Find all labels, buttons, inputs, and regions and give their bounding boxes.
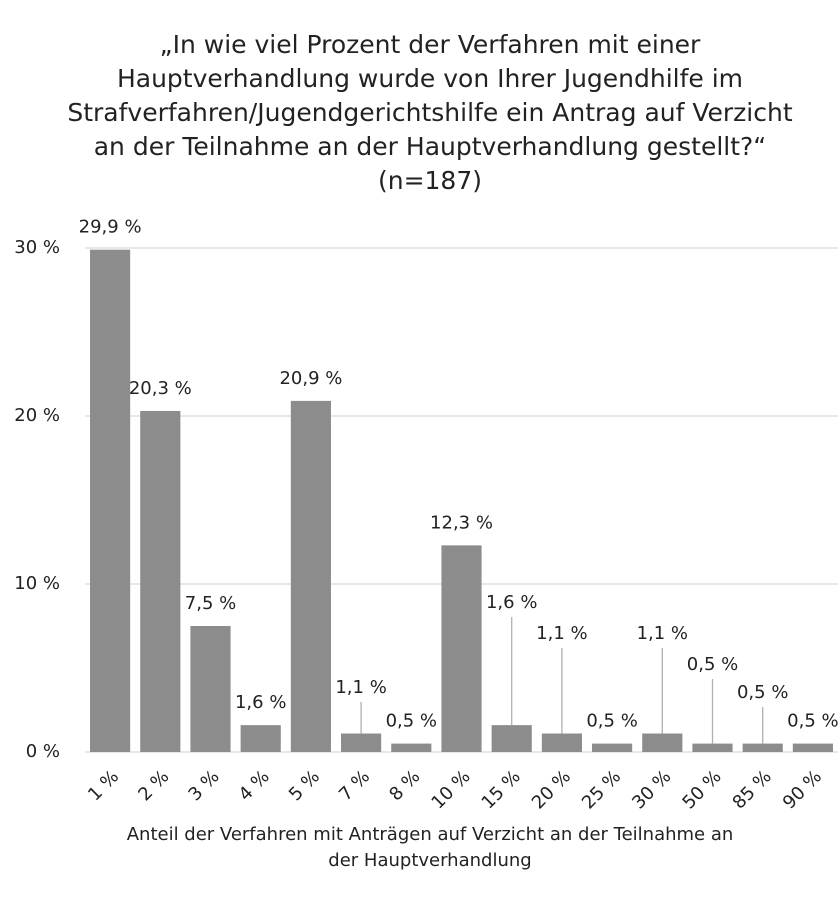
x-tick-label: 90 % — [779, 766, 826, 813]
data-label: 12,3 % — [430, 512, 493, 533]
x-tick-label: 3 % — [184, 766, 223, 805]
y-tick-label: 20 % — [14, 405, 60, 426]
x-tick-label: 10 % — [427, 766, 474, 813]
bar — [441, 545, 482, 752]
bar — [642, 733, 683, 752]
data-label: 0,5 % — [586, 711, 637, 732]
x-tick-label: 2 % — [134, 766, 173, 805]
data-label: 1,6 % — [486, 592, 537, 613]
data-label: 7,5 % — [185, 593, 236, 614]
data-label: 20,9 % — [279, 368, 342, 389]
x-tick-label: 8 % — [385, 766, 424, 805]
x-tick-label: 5 % — [285, 766, 324, 805]
x-tick-label: 25 % — [578, 766, 625, 813]
bar — [140, 410, 181, 752]
x-axis-label: Anteil der Verfahren mit Anträgen auf Ve… — [126, 824, 734, 871]
x-tick-label: 1 % — [84, 766, 123, 805]
bar — [341, 733, 382, 752]
x-tick-label: 20 % — [528, 766, 575, 813]
x-tick-label: 50 % — [678, 766, 725, 813]
y-tick-label: 0 % — [26, 741, 60, 762]
bar — [290, 400, 331, 752]
y-tick-label: 10 % — [14, 573, 60, 594]
x-tick-label: 30 % — [628, 766, 675, 813]
data-label: 1,1 % — [637, 623, 688, 644]
bar — [792, 743, 833, 752]
x-tick-label: 85 % — [729, 766, 776, 813]
data-label: 1,1 % — [335, 677, 386, 698]
bar — [240, 725, 281, 752]
bar — [592, 743, 633, 752]
chart-title: „In wie viel Prozent der Verfahren mit e… — [67, 30, 793, 195]
data-label: 29,9 % — [79, 217, 142, 238]
bar — [90, 249, 131, 752]
x-tick-label: 7 % — [335, 766, 374, 805]
data-label: 1,1 % — [536, 623, 587, 644]
data-label: 0,5 % — [787, 711, 838, 732]
data-label: 0,5 % — [687, 654, 738, 675]
bar — [541, 733, 582, 752]
x-tick-label: 15 % — [478, 766, 525, 813]
y-tick-label: 30 % — [14, 237, 60, 258]
data-label: 1,6 % — [235, 692, 286, 713]
bar — [491, 725, 532, 752]
data-label: 0,5 % — [386, 711, 437, 732]
bar — [692, 743, 733, 752]
data-label: 20,3 % — [129, 378, 192, 399]
bar — [190, 626, 231, 752]
bar — [742, 743, 783, 752]
bar — [391, 743, 432, 752]
data-label: 0,5 % — [737, 682, 788, 703]
x-tick-label: 4 % — [235, 766, 274, 805]
